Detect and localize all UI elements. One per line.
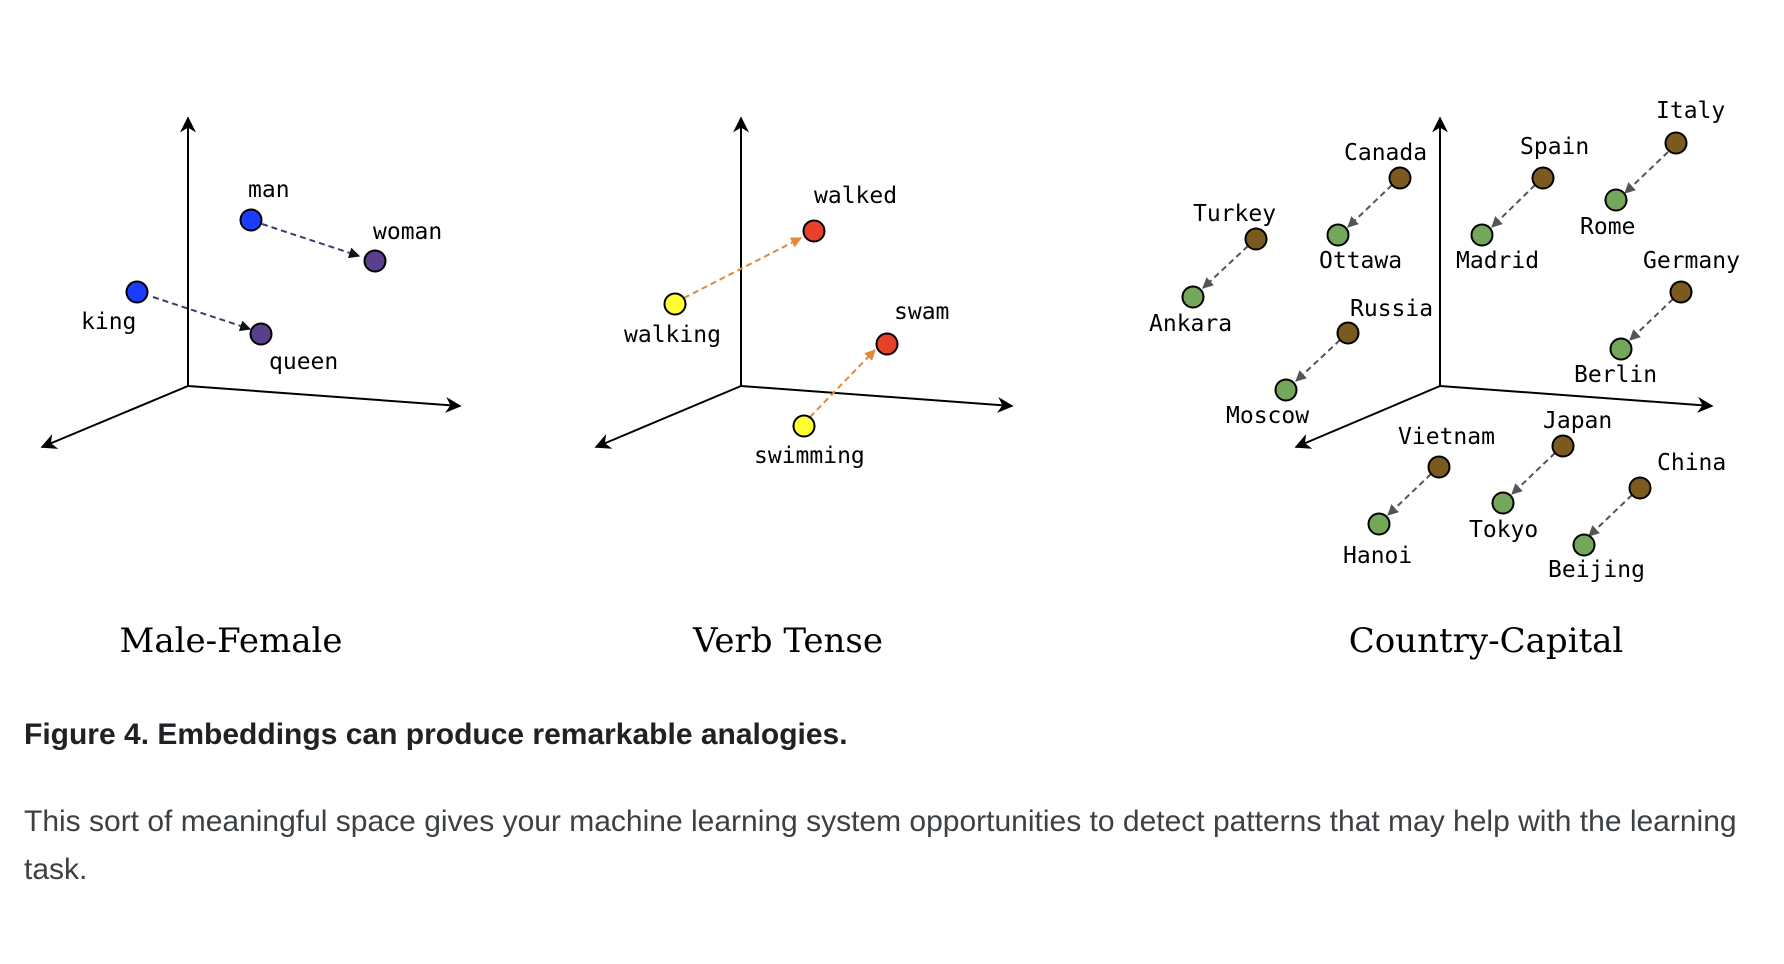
label-rome: Rome [1580, 214, 1635, 240]
point-tokyo [1491, 491, 1515, 515]
country-capital-arrows [1202, 151, 1674, 537]
arrow-china-beijing [1588, 494, 1633, 537]
arrow-italy-rome [1624, 151, 1669, 194]
label-ottawa: Ottawa [1319, 248, 1402, 274]
arrow-man-woman [261, 223, 361, 259]
label-china: China [1657, 450, 1726, 476]
label-moscow: Moscow [1226, 403, 1309, 429]
point-italy [1664, 131, 1688, 155]
arrow-walking-walked [683, 237, 802, 299]
point-ankara [1181, 285, 1205, 309]
panel-title-male-female: Male-Female [120, 621, 343, 661]
point-beijing [1572, 533, 1596, 557]
point-canada [1388, 166, 1412, 190]
panel-male-female: man woman king queen Male-Female [40, 116, 462, 661]
label-turkey: Turkey [1193, 201, 1276, 227]
point-queen [249, 322, 273, 346]
label-man: man [248, 177, 290, 203]
point-king [125, 280, 149, 304]
axes [594, 116, 1014, 449]
point-man [239, 208, 263, 232]
label-beijing: Beijing [1548, 557, 1645, 583]
point-swimming [792, 414, 816, 438]
point-japan [1551, 434, 1575, 458]
point-berlin [1609, 337, 1633, 361]
arrow-spain-madrid [1491, 184, 1536, 228]
axes [1294, 116, 1714, 449]
point-walking [663, 292, 687, 316]
label-italy: Italy [1656, 98, 1725, 124]
point-vietnam [1427, 455, 1451, 479]
arrow-king-queen [152, 296, 252, 332]
label-germany: Germany [1643, 248, 1740, 274]
arrow-swimming-swam [809, 349, 876, 418]
point-spain [1531, 166, 1555, 190]
figure-caption: Figure 4. Embeddings can produce remarka… [24, 718, 848, 751]
label-walking: walking [624, 322, 721, 348]
label-walked: walked [814, 183, 897, 209]
point-turkey [1244, 227, 1268, 251]
label-queen: queen [269, 349, 338, 375]
label-hanoi: Hanoi [1343, 543, 1412, 569]
panel-country-capital: Turkey Canada Spain Italy Russia Germany… [1149, 98, 1740, 661]
point-hanoi [1367, 512, 1391, 536]
label-tokyo: Tokyo [1469, 517, 1538, 543]
panel-title-country-capital: Country-Capital [1349, 621, 1624, 661]
label-ankara: Ankara [1149, 311, 1232, 337]
arrow-russia-moscow [1295, 339, 1341, 382]
label-swam: swam [894, 299, 949, 325]
point-ottawa [1326, 223, 1350, 247]
axes [40, 116, 462, 449]
point-rome [1604, 188, 1628, 212]
label-madrid: Madrid [1456, 248, 1539, 274]
label-swimming: swimming [754, 443, 865, 469]
arrow-vietnam-hanoi [1387, 473, 1432, 516]
arrow-turkey-ankara [1202, 245, 1249, 289]
arrow-germany-berlin [1629, 298, 1674, 341]
point-moscow [1274, 378, 1298, 402]
label-berlin: Berlin [1574, 362, 1657, 388]
point-russia [1336, 321, 1360, 345]
panel-verb-tense: walking walked swimming swam Verb Tense [594, 116, 1014, 661]
label-russia: Russia [1350, 296, 1433, 322]
label-canada: Canada [1344, 140, 1427, 166]
analogy-figure: man woman king queen Male-Female walking… [40, 98, 1740, 661]
point-china [1628, 476, 1652, 500]
panel-title-verb-tense: Verb Tense [692, 621, 883, 661]
label-spain: Spain [1520, 134, 1589, 160]
point-woman [363, 249, 387, 273]
label-vietnam: Vietnam [1398, 424, 1495, 450]
point-germany [1669, 280, 1693, 304]
point-swam [875, 332, 899, 356]
arrow-japan-tokyo [1511, 452, 1556, 495]
point-walked [802, 219, 826, 243]
label-king: king [81, 309, 136, 335]
point-madrid [1470, 223, 1494, 247]
label-woman: woman [373, 219, 442, 245]
arrow-canada-ottawa [1347, 184, 1393, 228]
label-japan: Japan [1543, 408, 1612, 434]
body-paragraph: This sort of meaningful space gives your… [24, 805, 1737, 886]
